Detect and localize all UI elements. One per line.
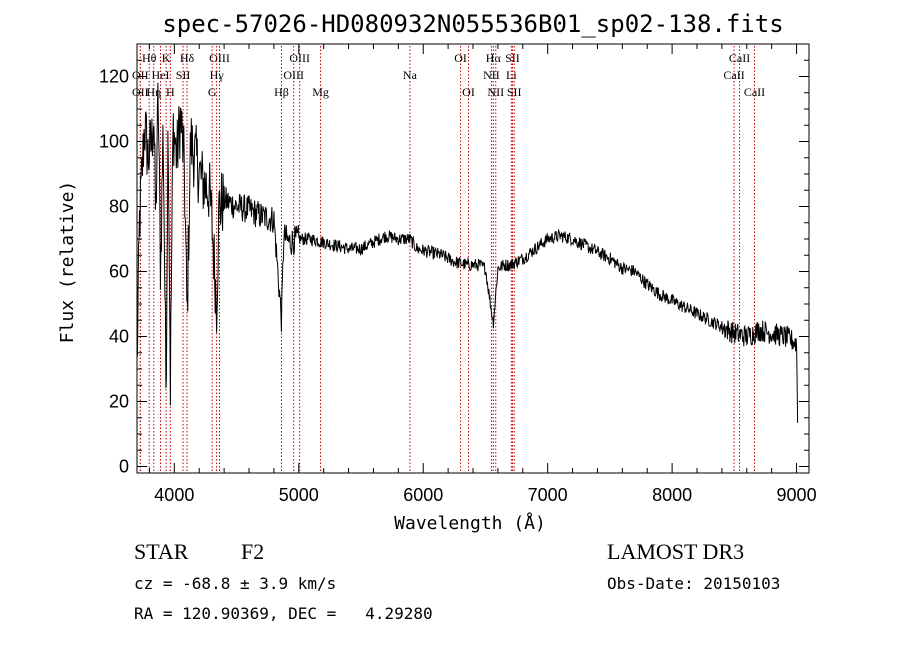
spectral-line-label: OI [454,51,467,65]
ra-dec-coordinates: RA = 120.90369, DEC = 4.29280 [134,604,433,623]
spectral-line-label: OIII [209,51,230,65]
spectral-line-label: NII [487,85,504,99]
survey-name: LAMOST DR3 [607,539,744,564]
axis-ticks: 4000 5000 6000 7000 8000 9000 0 20 40 60 80 100 120 [99,44,817,505]
spectral-line-label: Hη [146,85,161,99]
observation-date: Obs-Date: 20150103 [607,574,780,593]
spectral-line-label: Hθ [142,51,157,65]
y-axis-label: Flux (relative) [57,181,78,344]
spectral-line-label: SII [505,51,520,65]
spectral-line-label: OII [132,85,149,99]
x-tick-label: 8000 [652,485,692,505]
spectral-line-label: Hδ [180,51,195,65]
y-tick-label: 0 [119,457,129,477]
object-subclass: F2 [241,539,264,564]
y-tick-label: 120 [99,67,129,87]
spectral-line-label: Mg [312,85,329,99]
spectral-line-label: Hβ [274,85,289,99]
y-tick-label: 40 [109,327,129,347]
spectral-line-label: NII [483,68,500,82]
x-tick-label: 7000 [528,485,568,505]
spectral-line-label: Hα [486,51,502,65]
spectral-line-label: OIII [289,51,310,65]
x-tick-label: 6000 [403,485,443,505]
spectral-line-label: Na [403,68,418,82]
spectral-line-label: SII [176,68,191,82]
spectral-line-label: Li [506,68,517,82]
spectral-line-label: G [208,85,217,99]
x-axis-label: Wavelength (Å) [394,512,546,534]
object-class: STAR [134,539,189,564]
spectral-line-label: HeI [152,68,170,82]
spectral-line-label: OI [462,85,475,99]
spectral-line-label: Hγ [210,68,225,82]
y-tick-label: 60 [109,262,129,282]
y-tick-label: 80 [109,197,129,217]
chart-title: spec-57026-HD080932N055536B01_sp02-138.f… [162,10,783,38]
spectral-line-label: K [162,51,171,65]
spectral-line-label: OIII [283,68,304,82]
spectral-line-label: CaII [723,68,744,82]
x-tick-label: 4000 [154,485,194,505]
plot-frame [136,43,810,474]
y-tick-label: 20 [109,392,129,412]
spectral-line-label: H [166,85,175,99]
redshift-cz: cz = -68.8 ± 3.9 km/s [134,574,336,593]
x-tick-label: 9000 [777,485,817,505]
spectral-line-label: CaII [744,85,765,99]
x-tick-label: 5000 [279,485,319,505]
spectral-line-label: CaII [729,51,750,65]
flux-series-line [136,82,799,423]
y-tick-label: 100 [99,132,129,152]
spectral-line-label: SII [507,85,522,99]
